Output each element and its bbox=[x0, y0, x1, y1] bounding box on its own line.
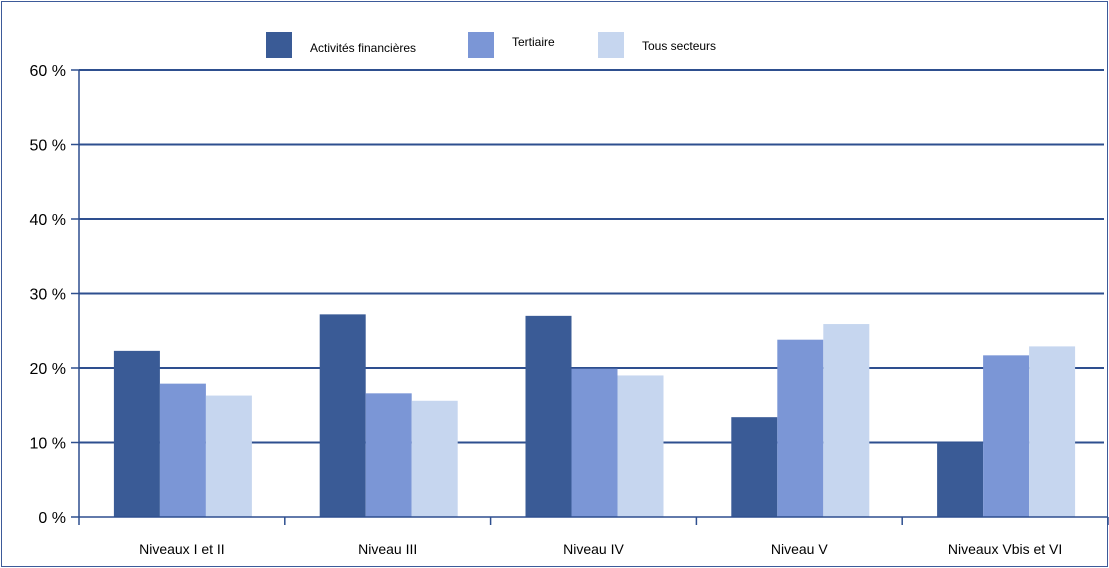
x-axis-labels: Niveaux I et II Niveau III Niveau IV Niveau… bbox=[139, 541, 1062, 557]
legend-label: Tertiaire bbox=[512, 35, 555, 49]
x-category-label: Niveaux I et II bbox=[139, 541, 225, 557]
bar bbox=[411, 400, 458, 517]
bar bbox=[1029, 346, 1076, 517]
bar bbox=[205, 395, 252, 517]
x-category-label: Niveaux Vbis et VI bbox=[948, 541, 1062, 557]
bars bbox=[113, 314, 1076, 517]
y-tick-label: 10 % bbox=[30, 436, 66, 453]
bar bbox=[525, 315, 572, 517]
y-tick-label: 0 % bbox=[38, 510, 66, 527]
x-category-label: Niveau IV bbox=[563, 541, 624, 557]
x-category-label: Niveau V bbox=[771, 541, 828, 557]
bar bbox=[571, 368, 618, 517]
y-tick-label: 50 % bbox=[30, 138, 66, 155]
axes bbox=[71, 69, 1109, 525]
y-tick-label: 40 % bbox=[30, 212, 66, 229]
legend-label: Activités financières bbox=[310, 41, 416, 55]
y-tick-label: 30 % bbox=[30, 287, 66, 304]
legend-swatch bbox=[468, 32, 494, 58]
y-tick-label: 20 % bbox=[30, 361, 66, 378]
legend: Activités financières Tertiaire Tous secte… bbox=[266, 32, 716, 58]
bar bbox=[159, 383, 206, 517]
legend-swatch bbox=[266, 32, 292, 58]
legend-label: Tous secteurs bbox=[642, 39, 716, 53]
y-axis-labels: 0 % 10 % 20 % 30 % 40 % 50 % 60 % bbox=[30, 63, 66, 527]
y-tick-label: 60 % bbox=[30, 63, 66, 80]
bar bbox=[617, 375, 664, 517]
bar bbox=[983, 355, 1030, 517]
bar bbox=[777, 339, 824, 517]
bar bbox=[113, 350, 160, 517]
bar bbox=[319, 314, 366, 517]
legend-swatch bbox=[598, 32, 624, 58]
bar bbox=[937, 442, 984, 517]
bar bbox=[731, 417, 778, 517]
bar bbox=[823, 324, 870, 517]
x-category-label: Niveau III bbox=[358, 541, 417, 557]
bar bbox=[365, 393, 412, 517]
